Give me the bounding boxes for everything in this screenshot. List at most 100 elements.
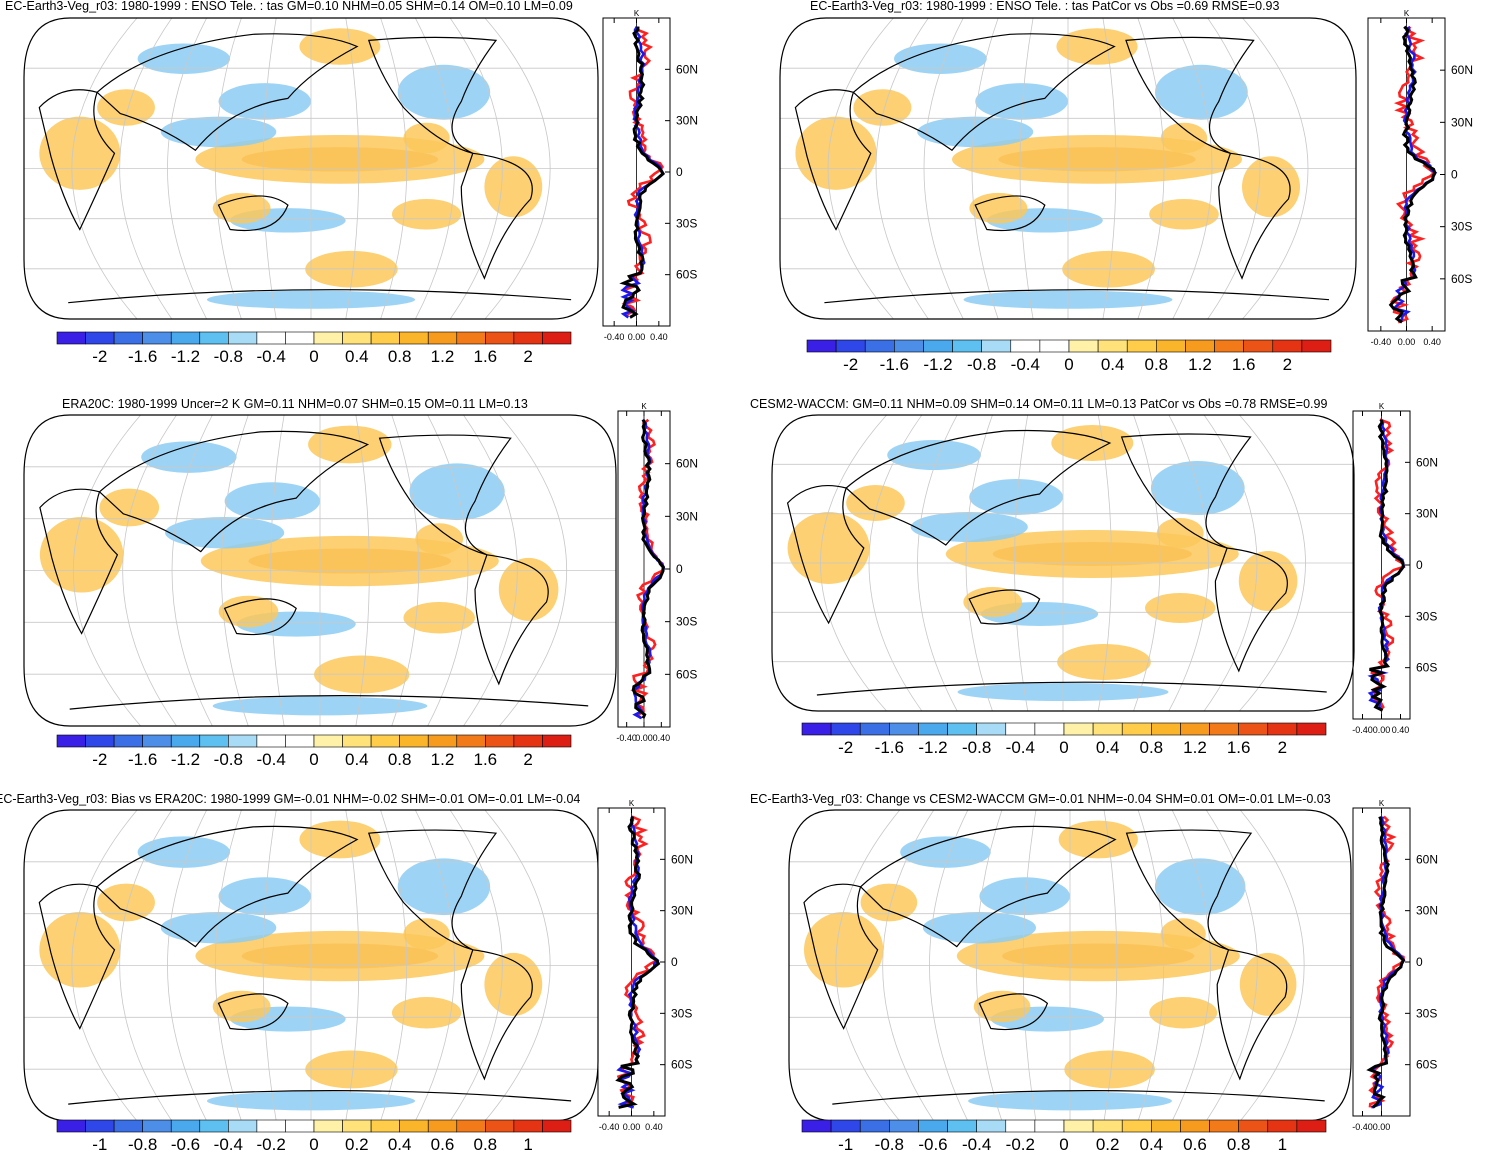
anomaly-blob xyxy=(1160,122,1208,154)
anomaly-blob xyxy=(397,858,491,916)
longitude-gridline xyxy=(875,18,931,319)
anomaly-blob xyxy=(1058,820,1138,859)
colorbar-label: 1 xyxy=(523,1135,532,1154)
colorbar-label: -2 xyxy=(843,355,858,374)
map-field xyxy=(24,810,598,1121)
longitude-gridline xyxy=(1202,415,1258,711)
colorbar-label: -1 xyxy=(92,1135,107,1154)
longitude-gridline xyxy=(167,810,209,1121)
colorbar-swatch xyxy=(85,1119,115,1133)
zonal-series-mean xyxy=(631,419,665,719)
world-map xyxy=(771,414,1355,712)
zonal-unit-label: K xyxy=(1404,9,1410,18)
colorbar-swatch xyxy=(1267,722,1298,736)
longitude-gridline xyxy=(1019,18,1034,319)
x-tick-label: -0.40 xyxy=(604,332,625,342)
colorbar-label: 0.8 xyxy=(388,750,412,769)
colorbar-swatch xyxy=(1092,1119,1123,1133)
longitude-gridline xyxy=(1014,415,1029,711)
panel-6: EC-Earth3-Veg_r03: Change vs CESM2-WACCM… xyxy=(745,786,1500,1154)
colorbar-swatch xyxy=(1121,722,1152,736)
panel-5: EC-Earth3-Veg_r03: Bias vs ERA20C: 1980-… xyxy=(0,786,720,1154)
colorbar-swatch xyxy=(801,1119,832,1133)
longitude-gridline xyxy=(355,415,370,726)
longitude-gridline xyxy=(1237,415,1306,711)
colorbar-swatch xyxy=(889,722,919,736)
colorbar-swatch xyxy=(56,331,86,345)
longitude-gridline xyxy=(923,18,965,319)
longitude-gridline xyxy=(971,18,1000,319)
anomaly-blob xyxy=(1149,997,1218,1029)
colorbar-swatch xyxy=(85,734,115,748)
coastline xyxy=(96,33,359,152)
colorbar-swatch xyxy=(199,331,229,345)
anomaly-blob xyxy=(218,877,311,916)
anomaly-blob xyxy=(484,156,543,218)
colorbar-label: 1.2 xyxy=(431,750,455,769)
coastline xyxy=(460,152,533,280)
colorbar-label: -0.6 xyxy=(918,1135,947,1154)
longitude-gridline xyxy=(72,415,143,726)
colorbar-label: -0.8 xyxy=(128,1135,157,1154)
colorbar-swatch xyxy=(456,1119,486,1133)
coastline xyxy=(1125,36,1255,154)
colorbar-swatch xyxy=(1121,1119,1152,1133)
longitude-gridline xyxy=(122,415,179,726)
x-tick-label: -0.40 xyxy=(599,1122,620,1132)
longitude-gridline xyxy=(1102,18,1117,319)
longitude-gridline xyxy=(270,415,285,726)
colorbar-swatch xyxy=(399,331,429,345)
coastline xyxy=(68,1090,572,1105)
x-tick-label: 0.40 xyxy=(653,733,671,743)
colorbar-swatch xyxy=(918,1119,948,1133)
x-tick-label: 0.00 xyxy=(623,1122,641,1132)
colorbar: -1 -0.8 -0.6 -0.4 -0.2 0 0.2 0.4 0.6 0.8 1 xyxy=(801,1119,1327,1154)
colorbar-swatch xyxy=(285,1119,315,1133)
lat-tick-label: 60S xyxy=(676,667,697,681)
colorbar-swatch xyxy=(830,722,861,736)
longitude-gridline xyxy=(1022,810,1037,1121)
colorbar-swatch xyxy=(894,339,924,353)
colorbar-swatch xyxy=(199,1119,229,1133)
lat-tick-label: 30S xyxy=(1451,220,1472,234)
anomaly-blob xyxy=(1149,199,1219,230)
lat-tick-label: 60S xyxy=(676,268,697,282)
longitude-gridline xyxy=(868,415,924,711)
anomaly-blob xyxy=(403,602,475,634)
anomaly-blob xyxy=(787,512,870,584)
panel-4: CESM2-WACCM: GM=0.11 NHM=0.09 SHM=0.14 O… xyxy=(745,393,1500,778)
longitude-gridline xyxy=(917,415,959,711)
colorbar-swatch xyxy=(1034,1119,1065,1133)
colorbar-swatch xyxy=(1238,1119,1269,1133)
lat-tick-label: 0 xyxy=(676,562,683,576)
lat-tick-label: 0 xyxy=(1451,168,1458,182)
colorbar-label: 1.2 xyxy=(1183,738,1207,757)
lat-tick-label: 30S xyxy=(676,216,697,230)
longitude-gridline xyxy=(1205,18,1261,319)
colorbar: -2 -1.6 -1.2 -0.8 -0.4 0 0.4 0.8 1.2 1.6 2 xyxy=(806,339,1332,374)
anomaly-blob xyxy=(99,488,160,527)
colorbar-label: 0.4 xyxy=(1140,1135,1164,1154)
colorbar-label: 0 xyxy=(1064,355,1073,374)
longitude-gridline xyxy=(1136,18,1165,319)
colorbar-swatch xyxy=(56,1119,86,1133)
anomaly-blob xyxy=(1239,952,1297,1016)
colorbar-label: -0.4 xyxy=(257,750,286,769)
colorbar-swatch xyxy=(170,331,201,345)
anomaly-blob xyxy=(1150,461,1245,515)
longitude-gridline xyxy=(965,415,994,711)
world-map xyxy=(23,414,617,727)
anomaly-blob xyxy=(853,89,912,126)
anomaly-blob xyxy=(975,83,1068,120)
coastline xyxy=(968,589,1041,625)
zonal-series-mean xyxy=(1369,419,1405,712)
colorbar-swatch xyxy=(947,1119,977,1133)
world-map xyxy=(788,809,1352,1122)
colorbar-swatch xyxy=(923,339,953,353)
colorbar-label: -0.8 xyxy=(962,738,991,757)
x-tick-label: -0.40 xyxy=(1371,337,1392,347)
longitude-gridline xyxy=(119,18,174,319)
coastline xyxy=(824,289,1330,304)
lat-tick-label: 30N xyxy=(671,904,693,918)
anomaly-blob xyxy=(218,83,311,120)
